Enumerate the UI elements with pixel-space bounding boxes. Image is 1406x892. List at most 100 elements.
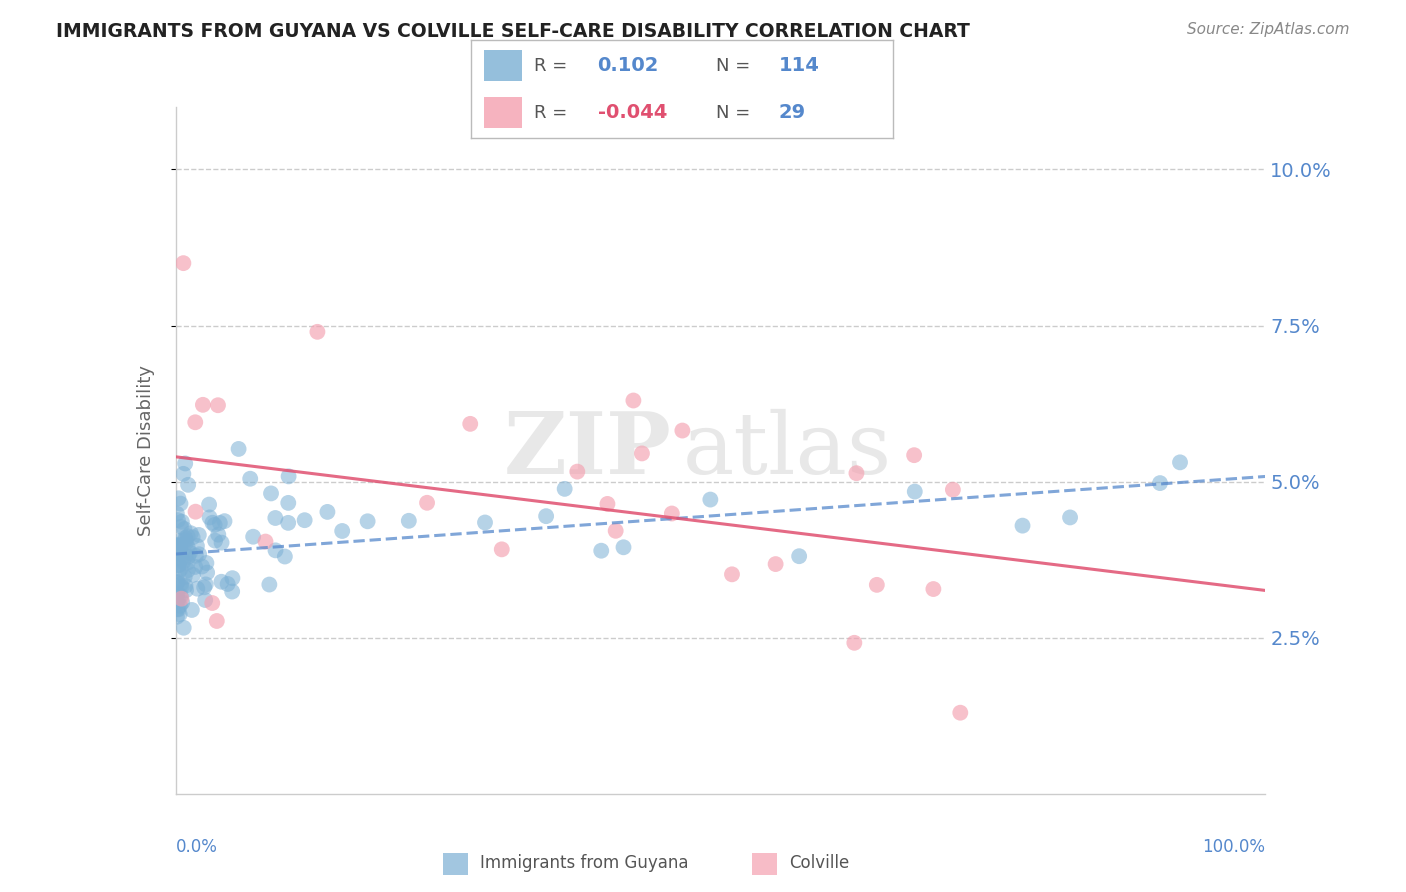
- Point: [221, 571, 243, 585]
- Point: [166, 586, 188, 600]
- Point: [181, 567, 204, 582]
- Point: [166, 538, 188, 552]
- Point: [201, 516, 224, 530]
- Point: [554, 482, 576, 496]
- Point: [174, 457, 197, 471]
- Text: ZIP: ZIP: [503, 409, 672, 492]
- Point: [1168, 455, 1191, 469]
- Point: [277, 516, 299, 530]
- Point: [844, 636, 866, 650]
- Point: [166, 542, 188, 557]
- Point: [169, 589, 191, 603]
- Point: [207, 398, 229, 412]
- Point: [194, 577, 217, 591]
- Point: [198, 498, 221, 512]
- Point: [169, 540, 191, 554]
- Point: [186, 582, 208, 596]
- Point: [211, 535, 233, 549]
- Point: [167, 546, 190, 560]
- Point: [170, 552, 193, 566]
- Bar: [752, 853, 778, 875]
- Point: [169, 534, 191, 549]
- Point: [721, 567, 744, 582]
- Point: [661, 507, 683, 521]
- Point: [169, 607, 191, 622]
- Point: [1059, 510, 1081, 524]
- Point: [177, 563, 200, 577]
- Point: [207, 527, 229, 541]
- Point: [845, 467, 868, 481]
- Point: [621, 393, 644, 408]
- Point: [491, 542, 513, 557]
- Point: [172, 256, 194, 270]
- Point: [174, 583, 197, 598]
- Point: [194, 593, 217, 607]
- Point: [239, 472, 262, 486]
- Point: [274, 549, 297, 564]
- Point: [166, 574, 188, 589]
- Text: 114: 114: [779, 56, 820, 75]
- Point: [173, 621, 195, 635]
- Point: [193, 580, 215, 594]
- Text: 29: 29: [779, 103, 806, 122]
- Point: [214, 514, 236, 528]
- Point: [186, 539, 208, 553]
- Point: [174, 535, 197, 549]
- Point: [605, 524, 627, 538]
- Point: [166, 594, 188, 608]
- Point: [166, 539, 188, 553]
- Point: [474, 516, 496, 530]
- Point: [198, 510, 221, 524]
- Point: [209, 574, 232, 589]
- Point: [612, 541, 634, 555]
- Point: [166, 540, 188, 554]
- Text: N =: N =: [716, 57, 749, 75]
- Point: [166, 507, 188, 521]
- Point: [330, 524, 353, 538]
- Point: [184, 560, 207, 574]
- Point: [170, 538, 193, 552]
- Point: [176, 529, 198, 543]
- Y-axis label: Self-Care Disability: Self-Care Disability: [136, 365, 155, 536]
- Point: [170, 591, 193, 606]
- Point: [942, 483, 965, 497]
- Text: 100.0%: 100.0%: [1202, 838, 1265, 855]
- Point: [174, 579, 197, 593]
- Point: [534, 509, 557, 524]
- Point: [922, 582, 945, 596]
- Point: [307, 325, 329, 339]
- Point: [458, 417, 481, 431]
- Text: R =: R =: [534, 57, 568, 75]
- Point: [228, 442, 250, 456]
- Point: [195, 556, 218, 570]
- Point: [172, 467, 194, 481]
- Text: 0.0%: 0.0%: [176, 838, 218, 855]
- Point: [191, 559, 214, 574]
- Point: [242, 530, 264, 544]
- Point: [167, 565, 190, 579]
- Point: [208, 516, 231, 530]
- Point: [170, 515, 193, 529]
- Point: [170, 577, 193, 591]
- Point: [166, 546, 188, 560]
- Point: [187, 528, 209, 542]
- Point: [201, 596, 224, 610]
- Text: IMMIGRANTS FROM GUYANA VS COLVILLE SELF-CARE DISABILITY CORRELATION CHART: IMMIGRANTS FROM GUYANA VS COLVILLE SELF-…: [56, 22, 970, 41]
- Point: [254, 534, 277, 549]
- Point: [866, 578, 889, 592]
- Point: [169, 540, 191, 554]
- Point: [169, 599, 191, 613]
- Point: [166, 602, 188, 616]
- Point: [188, 547, 211, 561]
- Point: [166, 609, 188, 624]
- Point: [765, 557, 787, 571]
- Point: [170, 580, 193, 594]
- Text: N =: N =: [716, 103, 749, 121]
- Point: [204, 533, 226, 548]
- Point: [205, 614, 228, 628]
- Point: [167, 547, 190, 561]
- Point: [217, 577, 239, 591]
- Point: [221, 584, 243, 599]
- Point: [174, 548, 197, 562]
- Point: [260, 486, 283, 500]
